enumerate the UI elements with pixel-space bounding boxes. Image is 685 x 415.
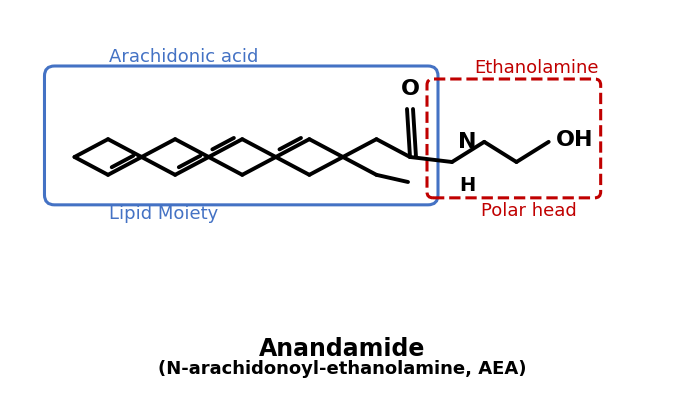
Text: O: O bbox=[401, 79, 419, 99]
Text: Ethanolamine: Ethanolamine bbox=[474, 59, 599, 77]
Text: Lipid Moiety: Lipid Moiety bbox=[109, 205, 218, 223]
Text: N: N bbox=[458, 132, 477, 152]
Text: OH: OH bbox=[556, 130, 593, 150]
Text: H: H bbox=[459, 176, 475, 195]
Text: Arachidonic acid: Arachidonic acid bbox=[109, 48, 258, 66]
Text: (N-arachidonoyl-ethanolamine, AEA): (N-arachidonoyl-ethanolamine, AEA) bbox=[158, 360, 526, 378]
Text: Polar head: Polar head bbox=[481, 202, 577, 220]
Text: Anandamide: Anandamide bbox=[259, 337, 425, 361]
